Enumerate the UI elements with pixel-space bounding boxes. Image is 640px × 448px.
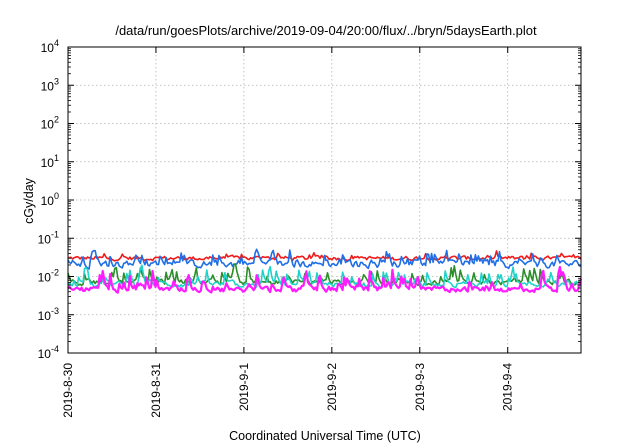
y-tick-label: 10-3 xyxy=(38,306,59,323)
y-tick-label: 100 xyxy=(41,191,59,208)
x-tick-label: 2019-9-1 xyxy=(237,363,251,411)
series-layer xyxy=(67,248,583,294)
axes: 10-4 10-3 10-2 10-1 100 101 102 103 104 2019-8-30… xyxy=(38,38,582,418)
x-tick-label: 2019-9-2 xyxy=(325,363,339,411)
x-tick-label: 2019-9-4 xyxy=(501,363,515,411)
series-line xyxy=(67,264,582,289)
y-tick-label: 10-4 xyxy=(38,344,59,361)
plot-frame xyxy=(67,46,582,354)
y-tick-label: 103 xyxy=(41,76,59,93)
x-tick-label: 2019-8-31 xyxy=(149,363,163,418)
series-line xyxy=(67,248,582,270)
x-tick-label: 2019-8-30 xyxy=(61,363,75,418)
series-line xyxy=(67,265,583,294)
y-axis-label: cGy/day xyxy=(22,177,36,224)
y-tick-label: 101 xyxy=(41,153,59,170)
y-tick-label: 10-1 xyxy=(38,229,59,246)
y-tick-label: 102 xyxy=(41,115,59,132)
grid xyxy=(68,47,581,353)
x-axis-label: Coordinated Universal Time (UTC) xyxy=(229,429,421,443)
chart-title: /data/run/goesPlots/archive/2019-09-04/2… xyxy=(115,23,537,38)
x-tick-label: 2019-9-3 xyxy=(413,363,427,411)
y-tick-label: 10-2 xyxy=(38,268,59,285)
y-tick-label: 104 xyxy=(41,38,59,55)
